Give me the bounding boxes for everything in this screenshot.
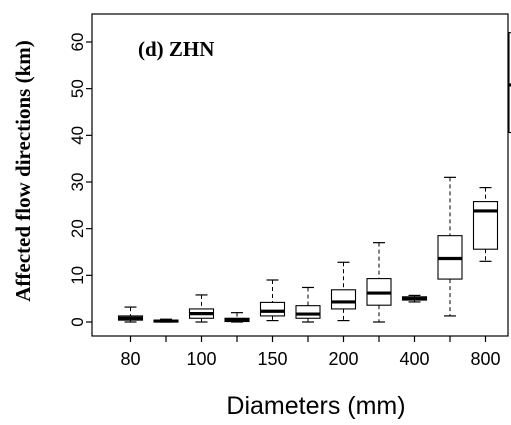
box-iqr [259,301,286,317]
y-tick-label: 40 [68,126,87,145]
y-tick-label: 0 [68,317,87,326]
y-tick-label: 20 [68,219,87,238]
box-iqr [330,289,357,310]
y-tick-label: 10 [68,266,87,285]
x-axis-label: Diameters (mm) [226,392,405,420]
plot-area: 0 10 20 30 40 50 60 80 100 150 200 400 800 [68,13,511,369]
x-tick-label: 100 [186,349,216,369]
x-tick-label: 200 [328,349,358,369]
plot-frame [91,13,509,337]
box-iqr [472,201,499,250]
panel-title: (d) ZHN [138,37,214,61]
x-tick-label: 80 [120,349,140,369]
box-iqr [295,305,321,319]
y-tick-label: 50 [68,79,87,98]
box-iqr [508,32,511,134]
y-axis-label: Affected flow directions (km) [11,40,35,301]
x-tick-label: 800 [470,349,500,369]
y-tick-label: 30 [68,173,87,192]
x-tick-label: 150 [257,349,287,369]
y-tick-label: 60 [68,33,87,52]
x-tick-label: 400 [399,349,429,369]
